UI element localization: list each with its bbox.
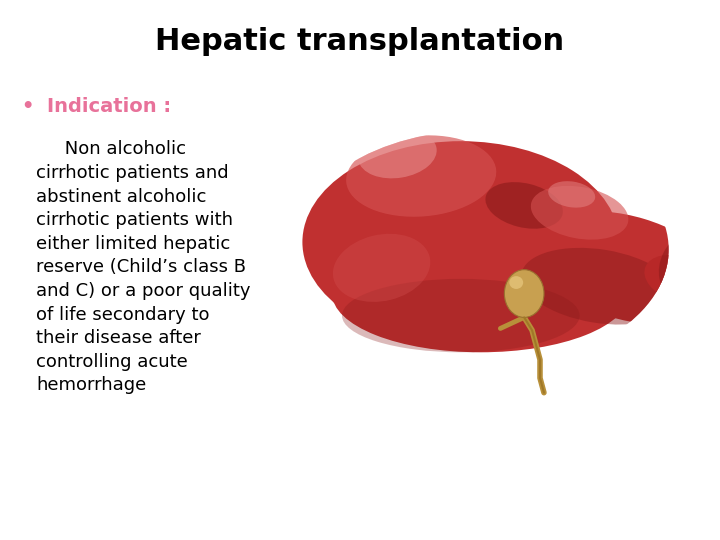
- Ellipse shape: [531, 186, 629, 240]
- Text: Indication :: Indication :: [47, 97, 171, 116]
- Ellipse shape: [504, 269, 544, 318]
- Text: Hepatic transplantation: Hepatic transplantation: [156, 27, 564, 56]
- Text: •: •: [22, 97, 34, 116]
- Ellipse shape: [548, 181, 595, 207]
- Ellipse shape: [509, 276, 523, 289]
- Ellipse shape: [485, 182, 563, 229]
- Ellipse shape: [302, 141, 619, 343]
- Ellipse shape: [531, 211, 720, 325]
- Ellipse shape: [521, 248, 678, 325]
- Ellipse shape: [333, 234, 431, 302]
- Ellipse shape: [644, 255, 713, 303]
- Ellipse shape: [659, 229, 720, 299]
- Ellipse shape: [332, 235, 629, 352]
- Text: Non alcoholic
cirrhotic patients and
abstinent alcoholic
cirrhotic patients with: Non alcoholic cirrhotic patients and abs…: [36, 140, 251, 394]
- Ellipse shape: [342, 279, 580, 352]
- Ellipse shape: [346, 136, 496, 217]
- Ellipse shape: [358, 130, 437, 178]
